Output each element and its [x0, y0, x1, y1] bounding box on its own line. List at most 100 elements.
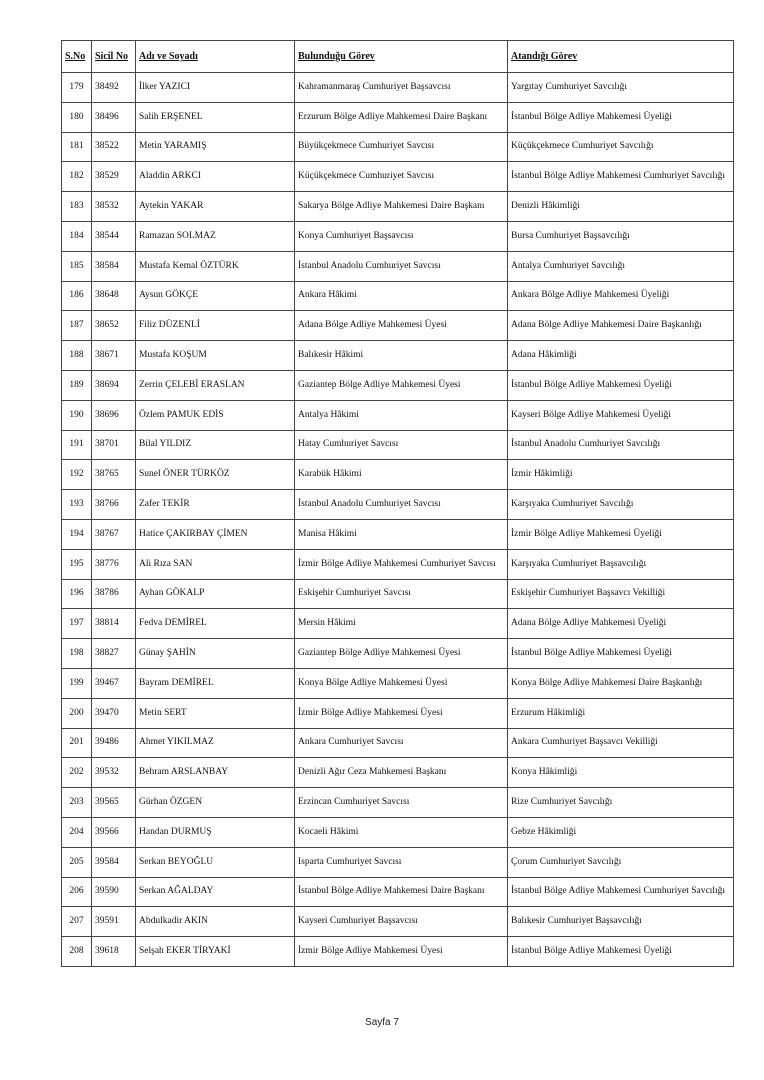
table-cell: 39591: [91, 906, 136, 938]
table-cell: 208: [61, 936, 92, 967]
table-cell: İzmir Hâkimliği: [507, 459, 734, 491]
table-row: 198 38827 Günay ŞAHİN Gaziantep Bölge Adliy…: [61, 638, 734, 669]
table-cell: Yargıtay Cumhuriyet Savcılığı: [507, 72, 734, 103]
table-cell: İstanbul Anadolu Cumhuriyet Savcısı: [294, 250, 508, 282]
table-row: 190 38696 Özlem PAMUK EDİS Antalya Hâkimi Ka…: [61, 399, 734, 431]
table-cell: Balıkesir Hâkimi: [294, 340, 508, 371]
table-cell: 38529: [91, 161, 136, 193]
table-cell: 197: [61, 608, 92, 640]
table-cell: Eskişehir Cumhuriyet Savcısı: [294, 578, 508, 610]
table-cell: 199: [61, 667, 92, 699]
table-cell: 39590: [91, 876, 136, 908]
table-row: 197 38814 Fedva DEMİREL Mersin Hâkimi Adana …: [61, 608, 734, 640]
table-cell: Özlem PAMUK EDİS: [135, 399, 295, 431]
table-cell: Büyükçekmece Cumhuriyet Savcısı: [294, 131, 508, 163]
table-cell: 202: [61, 757, 92, 789]
table-cell: 38652: [91, 310, 136, 342]
table-cell: 204: [61, 816, 92, 848]
table-body: 179 38492 İlker YAZICI Kahramanmaraş Cumhur…: [61, 72, 734, 967]
table-cell: Metin YARAMIŞ: [135, 131, 295, 163]
table-cell: 183: [61, 191, 92, 222]
table-row: 194 38767 Hatice ÇAKIRBAY ÇİMEN Manisa Hâki…: [61, 518, 734, 550]
table-cell: 190: [61, 399, 92, 431]
table-cell: 38827: [91, 638, 136, 669]
table-cell: İstanbul Bölge Adliye Mahkemesi Üyeliği: [507, 936, 734, 967]
table-cell: Selşah EKER TİRYAKİ: [135, 936, 295, 967]
table-cell: Bilal YILDIZ: [135, 429, 295, 461]
table-cell: Ali Rıza SAN: [135, 548, 295, 580]
table-cell: Antalya Cumhuriyet Savcılığı: [507, 250, 734, 282]
header-cell: Atandığı Görev: [507, 40, 734, 73]
table-row: 186 38648 Aysun GÖKÇE Ankara Hâkimi Ankara B…: [61, 280, 734, 312]
table-cell: 184: [61, 220, 92, 252]
table-cell: 39565: [91, 787, 136, 818]
table-cell: Konya Bölge Adliye Mahkemesi Üyesi: [294, 667, 508, 699]
table-cell: Adana Bölge Adliye Mahkemesi Üyeliği: [507, 608, 734, 640]
table-cell: Aytekin YAKAR: [135, 191, 295, 222]
table-cell: 196: [61, 578, 92, 610]
table-cell: Konya Hâkimliği: [507, 757, 734, 789]
table-cell: Aladdin ARKCI: [135, 161, 295, 193]
table-cell: Antalya Hâkimi: [294, 399, 508, 431]
table-cell: Gaziantep Bölge Adliye Mahkemesi Üyesi: [294, 638, 508, 669]
table-cell: Çorum Cumhuriyet Savcılığı: [507, 846, 734, 878]
table-cell: 195: [61, 548, 92, 580]
table-cell: Adana Bölge Adliye Mahkemesi Üyesi: [294, 310, 508, 342]
table-cell: Gürhan ÖZGEN: [135, 787, 295, 818]
table-cell: 200: [61, 697, 92, 729]
table-cell: İzmir Bölge Adliye Mahkemesi Üyeliği: [507, 518, 734, 550]
assignment-table: S.No Sicil No Adı ve Soyadı Bulunduğu Görev…: [61, 40, 734, 967]
table-cell: 38766: [91, 489, 136, 520]
table-cell: Konya Bölge Adliye Mahkemesi Daire Başka…: [507, 667, 734, 699]
table-cell: Denizli Ağır Ceza Mahkemesi Başkanı: [294, 757, 508, 789]
table-cell: İstanbul Bölge Adliye Mahkemesi Cumhuriy…: [507, 161, 734, 193]
table-cell: 201: [61, 727, 92, 759]
table-cell: Metin SERT: [135, 697, 295, 729]
table-cell: Ankara Bölge Adliye Mahkemesi Üyeliği: [507, 280, 734, 312]
table-cell: 39566: [91, 816, 136, 848]
table-row: 192 38765 Sunel ÖNER TÜRKÖZ Karabük Hâkimi İ…: [61, 459, 734, 491]
table-row: 206 39590 Serkan AĞALDAY İstanbul Bölge Adl…: [61, 876, 734, 908]
table-cell: Karşıyaka Cumhuriyet Savcılığı: [507, 489, 734, 520]
table-cell: Bayram DEMİREL: [135, 667, 295, 699]
table-cell: 187: [61, 310, 92, 342]
table-cell: Behram ARSLANBAY: [135, 757, 295, 789]
table-cell: 38696: [91, 399, 136, 431]
table-cell: İstanbul Anadolu Cumhuriyet Savcısı: [294, 489, 508, 520]
table-cell: 206: [61, 876, 92, 908]
table-cell: Ankara Cumhuriyet Başsavcı Vekilliği: [507, 727, 734, 759]
table-cell: Bursa Cumhuriyet Başsavcılığı: [507, 220, 734, 252]
table-cell: 207: [61, 906, 92, 938]
table-cell: Kahramanmaraş Cumhuriyet Başsavcısı: [294, 72, 508, 103]
table-cell: 39532: [91, 757, 136, 789]
table-cell: Balıkesir Cumhuriyet Başsavcılığı: [507, 906, 734, 938]
table-cell: Hatay Cumhuriyet Savcısı: [294, 429, 508, 461]
header-cell: Bulunduğu Görev: [294, 40, 508, 73]
table-cell: Erzurum Hâkimliği: [507, 697, 734, 729]
table-cell: İstanbul Bölge Adliye Mahkemesi Üyeliği: [507, 101, 734, 133]
table-cell: 186: [61, 280, 92, 312]
table-cell: 203: [61, 787, 92, 818]
table-row: 181 38522 Metin YARAMIŞ Büyükçekmece Cumhur…: [61, 131, 734, 163]
table-cell: Sunel ÖNER TÜRKÖZ: [135, 459, 295, 491]
table-cell: Adana Hâkimliği: [507, 340, 734, 371]
table-cell: İlker YAZICI: [135, 72, 295, 103]
table-row: 205 39584 Serkan BEYOĞLU Isparta Cumhuriyet…: [61, 846, 734, 878]
table-cell: Serkan AĞALDAY: [135, 876, 295, 908]
table-cell: 194: [61, 518, 92, 550]
table-cell: 38767: [91, 518, 136, 550]
table-cell: Ankara Hâkimi: [294, 280, 508, 312]
table-row: 179 38492 İlker YAZICI Kahramanmaraş Cumhur…: [61, 72, 734, 103]
table-cell: 38814: [91, 608, 136, 640]
table-row: 187 38652 Filiz DÜZENLİ Adana Bölge Adliye …: [61, 310, 734, 342]
table-row: 204 39566 Handan DURMUŞ Kocaeli Hâkimi Gebze…: [61, 816, 734, 848]
table-row: 208 39618 Selşah EKER TİRYAKİ İzmir Bölge A…: [61, 936, 734, 967]
table-row: 195 38776 Ali Rıza SAN İzmir Bölge Adliye M…: [61, 548, 734, 580]
table-cell: Konya Cumhuriyet Başsavcısı: [294, 220, 508, 252]
table-cell: 182: [61, 161, 92, 193]
table-row: 182 38529 Aladdin ARKCI Küçükçekmece Cumhur…: [61, 161, 734, 193]
table-cell: Eskişehir Cumhuriyet Başsavcı Vekilliği: [507, 578, 734, 610]
table-cell: Salih ERŞENEL: [135, 101, 295, 133]
table-cell: Zafer TEKİR: [135, 489, 295, 520]
table-row: 196 38786 Ayhan GÖKALP Eskişehir Cumhuriyet…: [61, 578, 734, 610]
